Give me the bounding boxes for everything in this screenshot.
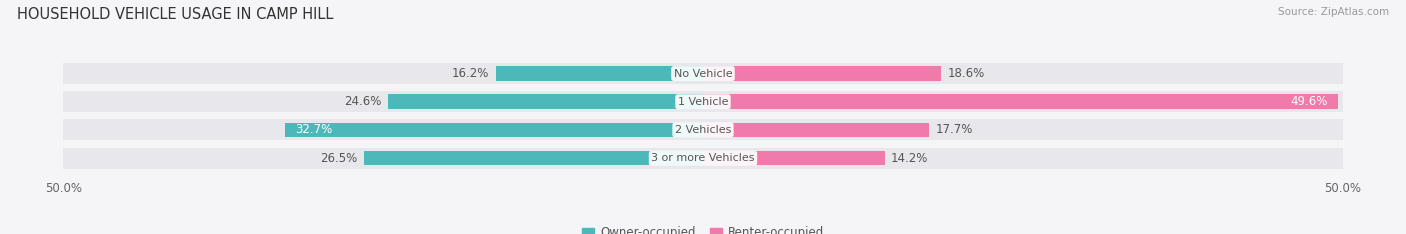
Text: 32.7%: 32.7% (295, 123, 332, 136)
Text: 3 or more Vehicles: 3 or more Vehicles (651, 153, 755, 163)
Bar (496, 66, 703, 81)
Text: 17.7%: 17.7% (936, 123, 973, 136)
Bar (63, 91, 1343, 112)
Text: No Vehicle: No Vehicle (673, 69, 733, 79)
Bar (703, 151, 884, 165)
Text: Source: ZipAtlas.com: Source: ZipAtlas.com (1278, 7, 1389, 17)
Text: 49.6%: 49.6% (1289, 95, 1327, 108)
Bar (63, 63, 1343, 84)
Text: 18.6%: 18.6% (948, 67, 984, 80)
Bar (703, 94, 1337, 109)
Bar (63, 148, 1343, 168)
Bar (703, 66, 941, 81)
Legend: Owner-occupied, Renter-occupied: Owner-occupied, Renter-occupied (578, 221, 828, 234)
Text: 2 Vehicles: 2 Vehicles (675, 125, 731, 135)
Text: HOUSEHOLD VEHICLE USAGE IN CAMP HILL: HOUSEHOLD VEHICLE USAGE IN CAMP HILL (17, 7, 333, 22)
Text: 14.2%: 14.2% (891, 152, 928, 165)
Text: 24.6%: 24.6% (344, 95, 382, 108)
Bar (284, 123, 703, 137)
Text: 26.5%: 26.5% (321, 152, 357, 165)
Bar (364, 151, 703, 165)
Text: 16.2%: 16.2% (451, 67, 489, 80)
Bar (63, 120, 1343, 140)
Bar (703, 123, 929, 137)
Text: 1 Vehicle: 1 Vehicle (678, 97, 728, 107)
Bar (388, 94, 703, 109)
